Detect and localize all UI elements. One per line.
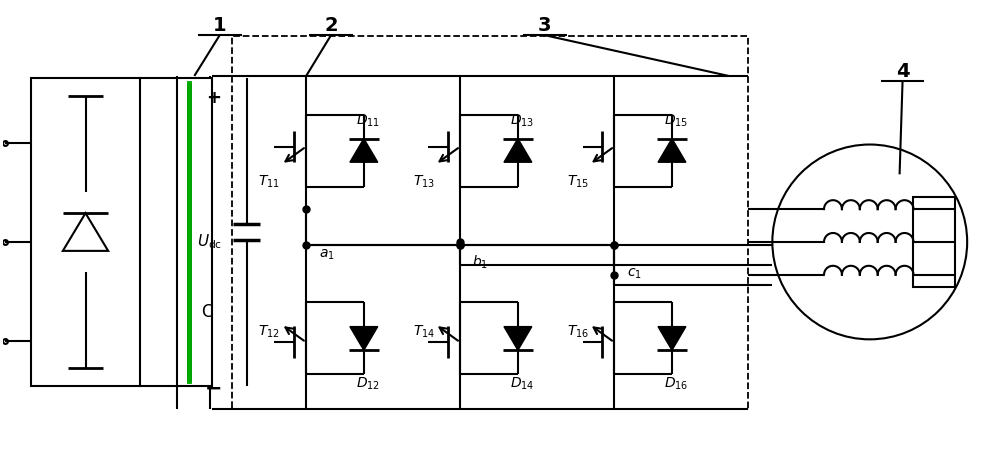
Text: $T_{11}$: $T_{11}$ bbox=[258, 174, 280, 190]
Text: $D_{11}$: $D_{11}$ bbox=[356, 112, 380, 129]
Text: $a_1$: $a_1$ bbox=[319, 248, 335, 262]
Text: $U_{\mathrm{dc}}$: $U_{\mathrm{dc}}$ bbox=[197, 232, 222, 251]
Polygon shape bbox=[658, 327, 686, 350]
Text: 1: 1 bbox=[213, 16, 227, 35]
Text: +: + bbox=[206, 89, 221, 107]
Polygon shape bbox=[504, 139, 532, 162]
Polygon shape bbox=[350, 139, 378, 162]
Text: $D_{14}$: $D_{14}$ bbox=[510, 376, 534, 392]
Text: $T_{12}$: $T_{12}$ bbox=[258, 323, 280, 340]
Text: $T_{13}$: $T_{13}$ bbox=[413, 174, 435, 190]
Text: $D_{12}$: $D_{12}$ bbox=[356, 376, 380, 392]
Bar bbox=[31, 78, 140, 386]
Text: $c_1$: $c_1$ bbox=[627, 267, 642, 281]
Text: $T_{14}$: $T_{14}$ bbox=[413, 323, 435, 340]
Text: −: − bbox=[205, 379, 222, 399]
Bar bbox=[177, 78, 212, 386]
Polygon shape bbox=[504, 327, 532, 350]
Text: $D_{13}$: $D_{13}$ bbox=[510, 112, 534, 129]
Text: $D_{16}$: $D_{16}$ bbox=[664, 376, 688, 392]
Text: 4: 4 bbox=[896, 62, 909, 81]
Text: 2: 2 bbox=[324, 16, 338, 35]
Bar bbox=[232, 36, 748, 409]
Text: C: C bbox=[201, 303, 213, 321]
Polygon shape bbox=[350, 327, 378, 350]
Text: 3: 3 bbox=[538, 16, 551, 35]
Text: $T_{16}$: $T_{16}$ bbox=[567, 323, 589, 340]
Bar bbox=[913, 197, 955, 286]
Text: $D_{15}$: $D_{15}$ bbox=[664, 112, 688, 129]
Polygon shape bbox=[658, 139, 686, 162]
Text: $b_1$: $b_1$ bbox=[472, 253, 488, 271]
Text: $T_{15}$: $T_{15}$ bbox=[567, 174, 589, 190]
